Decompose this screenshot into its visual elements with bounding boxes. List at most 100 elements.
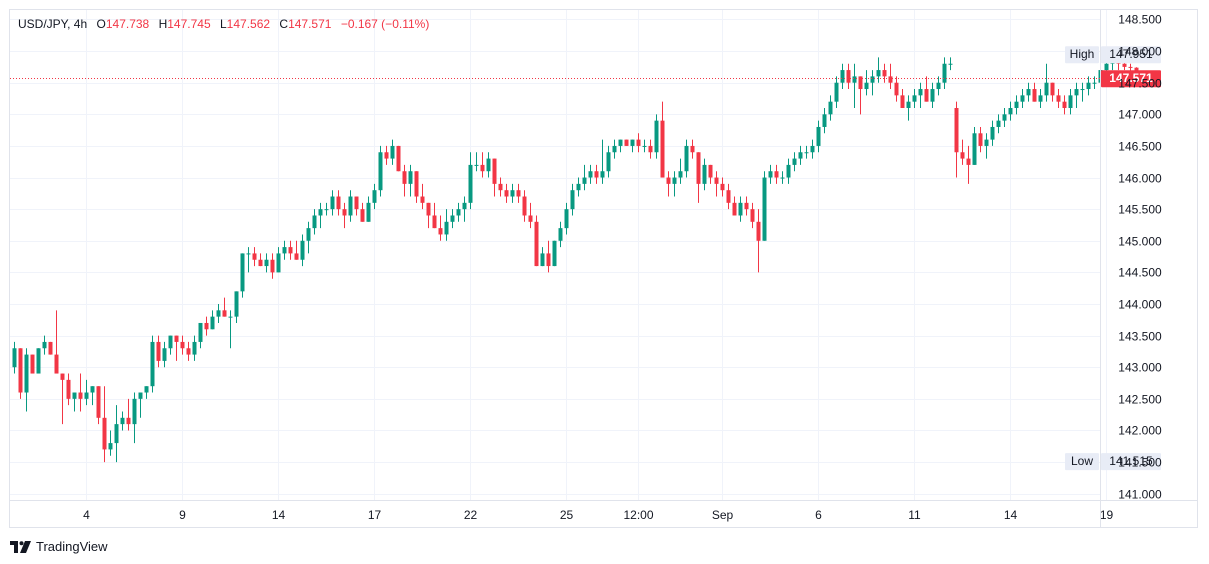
candle-body	[408, 171, 413, 184]
candle-body	[990, 126, 995, 140]
candle-body	[756, 221, 761, 241]
candle-body	[1092, 82, 1097, 84]
brand-label: TradingView	[36, 539, 108, 554]
candle-body	[1068, 95, 1073, 108]
candle-body	[738, 202, 743, 216]
candle-body	[198, 322, 203, 342]
candle-body	[66, 379, 71, 399]
candle-body	[192, 341, 197, 355]
candle-body	[48, 341, 53, 355]
candle-body	[234, 291, 239, 317]
candle-body	[1038, 95, 1043, 102]
candle-body	[642, 145, 647, 147]
candle-body	[762, 177, 767, 241]
candle-body	[1026, 89, 1031, 96]
candle-body	[966, 158, 971, 165]
candle-body	[558, 228, 563, 241]
price-chart[interactable]: High 147.951 Low 141.515 147.571 148.500 148.…	[10, 10, 1197, 527]
candle-body	[426, 202, 431, 216]
candle-body	[54, 354, 59, 374]
candle-body	[516, 190, 521, 197]
candle-body	[726, 190, 731, 203]
candle-body	[804, 152, 809, 154]
candle-body	[1050, 82, 1055, 96]
candle-body	[348, 196, 353, 216]
candle-body	[342, 209, 347, 216]
candle-body	[834, 82, 839, 102]
candle-body	[870, 76, 875, 83]
candle-body	[366, 202, 371, 222]
candle-body	[534, 221, 539, 267]
candle-body	[258, 259, 263, 267]
tradingview-logo[interactable]: TradingView	[10, 539, 108, 554]
candle-body	[714, 177, 719, 184]
candle-body	[612, 145, 617, 153]
candle-body	[690, 145, 695, 153]
candle-body	[1008, 108, 1013, 115]
candle-body	[696, 152, 701, 184]
chart-pane[interactable]: High 147.951 Low 141.515 147.571 148.500 148.…	[9, 9, 1198, 528]
candle-body	[480, 164, 485, 172]
candle-body	[1122, 63, 1127, 67]
candle-body	[378, 152, 383, 191]
candle-body	[840, 70, 845, 83]
candle-body	[300, 240, 305, 260]
candle-body	[114, 424, 119, 444]
candle-body	[492, 158, 497, 184]
price-tick-label: 146.500	[1118, 140, 1162, 154]
price-tick-label: 147.000	[1118, 108, 1162, 122]
candle-body	[324, 209, 329, 211]
candle-body	[954, 108, 959, 153]
price-tick-label: 141.000	[1118, 488, 1162, 502]
candle-body	[432, 215, 437, 229]
change-value: −0.167 (−0.11%)	[340, 17, 430, 31]
candle-body	[84, 392, 89, 399]
candle-body	[222, 310, 227, 317]
candle-body	[852, 76, 857, 83]
candle-body	[90, 386, 95, 393]
price-tick-label: 146.000	[1118, 172, 1162, 186]
time-tick-label: 9	[179, 508, 186, 522]
candle-body	[150, 341, 155, 387]
low-value: 141.515	[1109, 454, 1153, 468]
candle-body	[684, 145, 689, 172]
low-badge	[1101, 453, 1161, 471]
candle-body	[600, 171, 605, 178]
price-tick-label: 148.500	[1118, 13, 1162, 27]
candle-body	[978, 133, 983, 146]
candle-body	[204, 322, 209, 330]
candle-body	[618, 139, 623, 146]
candle-body	[864, 82, 869, 90]
candle-body	[1002, 114, 1007, 121]
candle-body	[588, 171, 593, 178]
candle-body	[894, 82, 899, 96]
candle-body	[12, 348, 17, 368]
price-tick-label: 147.500	[1118, 77, 1162, 91]
candle-body	[354, 196, 359, 210]
candle-body	[18, 348, 23, 393]
candle-body	[270, 259, 275, 273]
candle-body	[774, 171, 779, 178]
tradingview-icon	[10, 540, 31, 553]
candle-body	[228, 316, 233, 318]
candle-body	[636, 139, 641, 146]
candle-body	[1020, 95, 1025, 102]
high-tag	[1065, 46, 1099, 64]
candle-body	[570, 190, 575, 210]
candle-body	[444, 221, 449, 235]
candle-body	[822, 114, 827, 127]
candle-body	[186, 348, 191, 355]
candle-body	[906, 101, 911, 108]
candle-body	[330, 196, 335, 210]
candle-body	[1044, 82, 1049, 96]
candle-body	[30, 354, 35, 374]
candle-body	[1104, 63, 1109, 71]
candle-body	[456, 209, 461, 216]
candle-body	[960, 152, 965, 159]
candle-body	[630, 139, 635, 146]
candle-body	[180, 341, 185, 349]
candle-body	[504, 190, 509, 197]
candle-body	[120, 417, 125, 425]
candle-body	[654, 120, 659, 153]
close-value: 147.571	[288, 17, 332, 31]
